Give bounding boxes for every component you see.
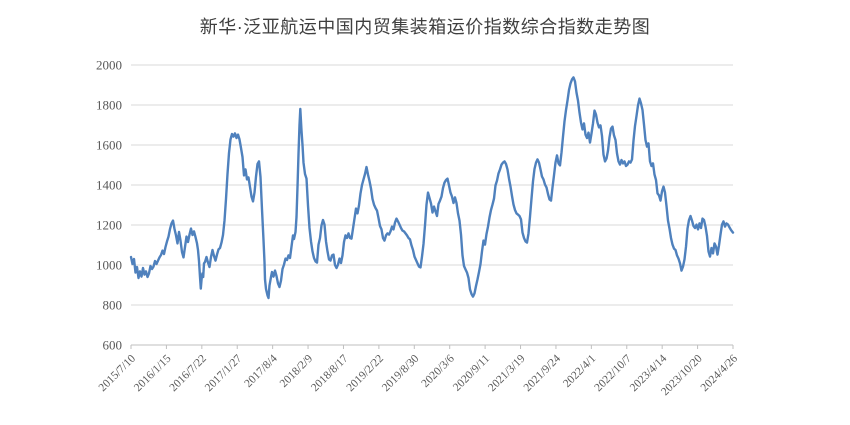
x-axis-label-2: 2016/7/22: [167, 352, 209, 394]
y-axis-label-1200: 1200: [96, 218, 122, 233]
index-series-line: [129, 76, 735, 300]
chart-title: 新华·泛亚航运中国内贸集装箱运价指数综合指数走势图: [199, 17, 651, 37]
y-axis-label-600: 600: [103, 338, 123, 353]
x-axis-label-11: 2021/3/19: [486, 352, 528, 394]
x-axis-label-17: 2024/4/26: [699, 352, 741, 394]
y-axis-label-1400: 1400: [96, 178, 122, 193]
x-axis-label-0: 2015/7/10: [97, 352, 139, 394]
x-axis-label-7: 2019/2/22: [345, 352, 387, 394]
y-axis-label-1800: 1800: [96, 98, 122, 113]
x-axis-label-12: 2021/9/24: [522, 352, 564, 394]
x-axis-label-6: 2018/8/17: [309, 352, 351, 394]
x-axis-label-1: 2016/1/15: [132, 352, 174, 394]
x-axis-label-4: 2017/8/4: [242, 352, 280, 390]
y-axis-label-1000: 1000: [96, 258, 122, 273]
x-axis-label-10: 2020/9/11: [451, 352, 492, 393]
x-axis-label-3: 2017/1/27: [203, 352, 245, 394]
x-axis-label-14: 2022/10/7: [592, 352, 634, 394]
y-axis-label-2000: 2000: [96, 58, 122, 73]
x-axis-label-8: 2019/8/30: [380, 352, 422, 394]
y-axis-label-1600: 1600: [96, 138, 122, 153]
y-axis-label-800: 800: [103, 298, 123, 313]
